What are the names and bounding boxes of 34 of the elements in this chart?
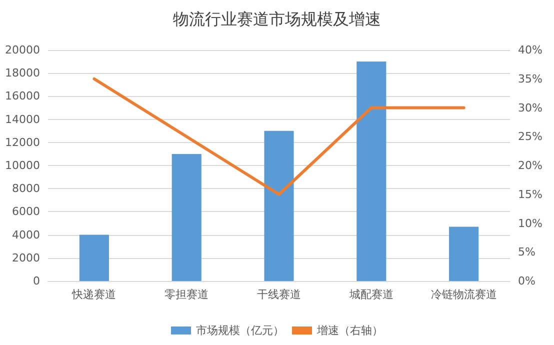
y-tick-label: 16000	[5, 90, 40, 103]
chart-title: 物流行业赛道市场规模及增速	[173, 10, 381, 28]
x-tick-label: 零担赛道	[164, 288, 209, 301]
legend-label: 市场规模（亿元）	[196, 324, 284, 337]
y-tick-label: 18000	[5, 66, 40, 80]
y-tick-label: 20000	[5, 44, 40, 56]
y-tick-label: 0	[33, 274, 40, 288]
bar	[264, 130, 294, 281]
x-tick-label: 冷链物流赛道	[430, 288, 497, 301]
y-tick-label: 12000	[5, 136, 40, 149]
y2-tick-label: 5%	[518, 246, 536, 259]
y-tick-label: 8000	[12, 182, 40, 196]
x-tick-label: 快递赛道	[71, 288, 116, 301]
y2-tick-label: 40%	[518, 44, 542, 56]
y-tick-label: 4000	[12, 228, 40, 242]
y2-tick-label: 15%	[518, 188, 542, 201]
x-tick-label: 干线赛道	[257, 288, 301, 301]
bar	[449, 226, 479, 281]
y2-tick-label: 35%	[518, 72, 542, 86]
bar	[79, 234, 109, 281]
y-tick-label: 2000	[12, 251, 40, 264]
line-series	[92, 77, 466, 196]
y-tick-label: 6000	[12, 205, 40, 218]
bar	[356, 62, 386, 281]
y2-tick-label: 25%	[518, 130, 542, 144]
x-tick-label: 城配赛道	[348, 288, 394, 301]
y2-tick-label: 20%	[518, 159, 542, 172]
y2-tick-label: 10%	[518, 216, 542, 230]
y-tick-label: 14000	[5, 112, 40, 126]
y2-tick-label: 30%	[518, 101, 542, 114]
legend-label: 增速（右轴）	[316, 324, 383, 337]
y2-tick-label: 0%	[518, 274, 536, 288]
bar	[172, 154, 202, 281]
y-tick-label: 10000	[5, 159, 40, 172]
